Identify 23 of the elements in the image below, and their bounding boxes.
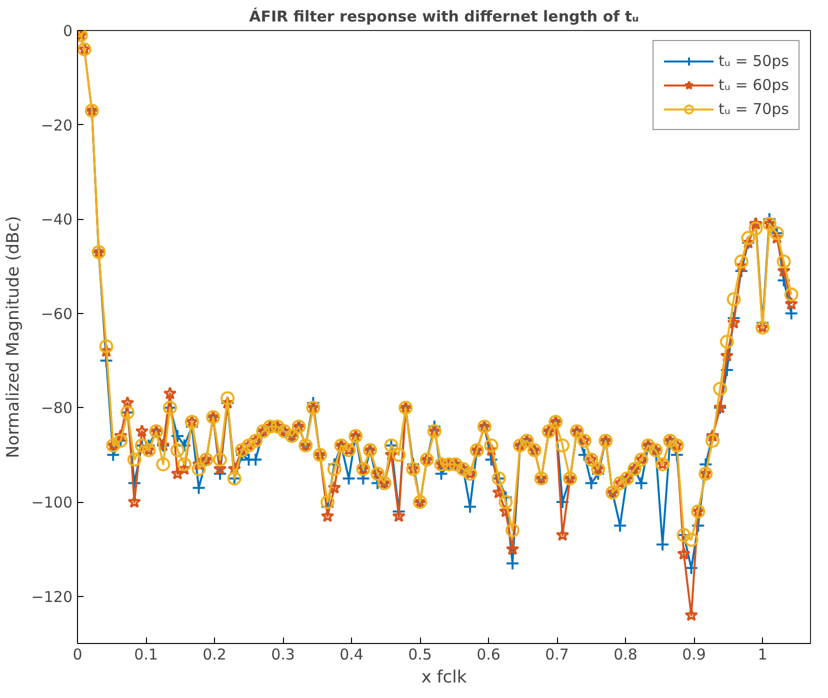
x-tick-label: 0.7: [545, 646, 569, 664]
chart-title: ÁFIR filter response with differnet length of tᵤ: [249, 8, 639, 26]
y-tick-label: −100: [31, 494, 73, 512]
x-tick-label: 0.1: [134, 646, 158, 664]
x-tick-label: 0.3: [271, 646, 295, 664]
y-tick-label: −20: [40, 116, 72, 134]
x-tick-label: 0.9: [682, 646, 706, 664]
legend-label: tᵤ = 70ps: [718, 100, 789, 118]
y-tick-label: 0: [62, 22, 73, 40]
y-tick-label: −60: [40, 304, 72, 323]
y-axis-title: Normalized Magnitude (dBc): [3, 216, 24, 458]
y-tick-label: −40: [40, 210, 72, 229]
x-axis-title: x fclk: [421, 668, 467, 688]
x-tick-label: 0.2: [202, 646, 226, 664]
x-tick-label: 0.4: [340, 646, 364, 664]
y-tick-label: −80: [40, 399, 72, 418]
x-tick-label: 0.5: [408, 646, 432, 664]
legend-label: tᵤ = 50ps: [718, 52, 789, 70]
x-tick-label: 0.6: [476, 646, 500, 664]
legend-label: tᵤ = 60ps: [718, 76, 789, 94]
y-tick-label: −120: [31, 588, 73, 606]
x-tick-label: 0.8: [614, 646, 638, 664]
x-tick-label: 1: [758, 646, 768, 664]
